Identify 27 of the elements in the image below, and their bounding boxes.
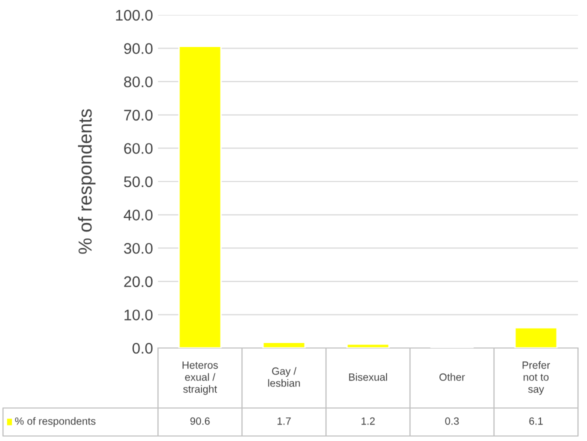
bar xyxy=(346,343,390,348)
y-tick-label: 100.0 xyxy=(116,10,153,21)
legend-label: % of respondents xyxy=(15,417,96,427)
bar xyxy=(262,342,306,348)
x-tick-label: Other xyxy=(439,373,465,381)
y-tick-label: 10.0 xyxy=(124,310,153,320)
data-label: 1.7 xyxy=(278,418,291,425)
data-label: 90.6 xyxy=(190,417,210,425)
y-tick-label: 70.0 xyxy=(124,110,153,121)
data-label: 6.1 xyxy=(529,417,543,425)
y-axis-title: % of respondents xyxy=(78,109,96,254)
x-tick-label: Prefer not to say xyxy=(522,361,550,395)
y-tick-label: 90.0 xyxy=(124,43,153,54)
bar xyxy=(178,46,222,348)
data-label: 1.2 xyxy=(362,417,375,425)
x-tick-label: Bisexual xyxy=(349,373,387,381)
y-tick-label: 30.0 xyxy=(124,242,153,254)
y-tick-label: 80.0 xyxy=(124,76,153,88)
bar xyxy=(514,326,558,348)
y-tick-label: 50.0 xyxy=(124,176,153,188)
x-tick-label: Heteros exual / straight xyxy=(182,362,218,395)
y-tick-label: 40.0 xyxy=(124,210,153,220)
y-tick-label: 60.0 xyxy=(124,143,153,154)
x-tick-label: Gay / lesbian xyxy=(268,367,300,387)
y-tick-label: 0.0 xyxy=(132,342,153,354)
data-label: 0.3 xyxy=(445,417,459,425)
y-tick-label: 20.0 xyxy=(124,276,153,288)
